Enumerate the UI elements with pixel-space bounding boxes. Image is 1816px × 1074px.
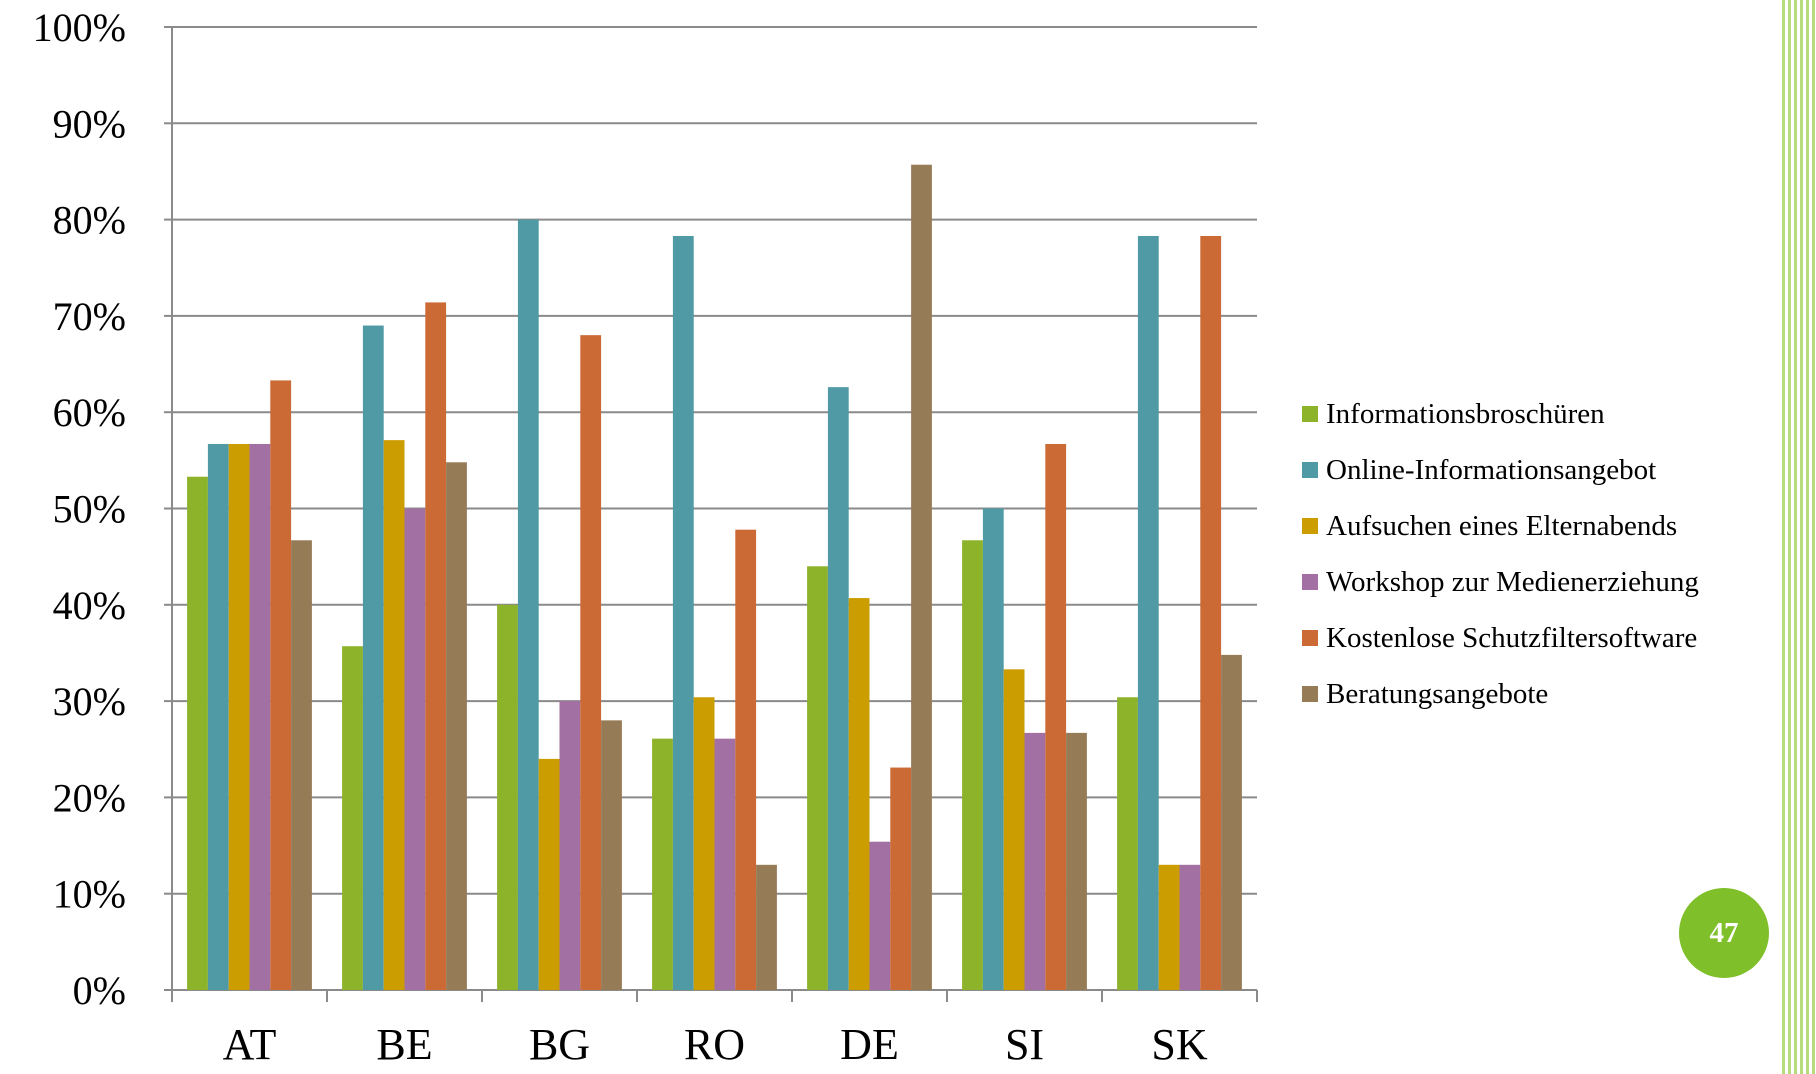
bar <box>538 758 560 990</box>
legend-item: Beratungsangebote <box>1302 666 1699 722</box>
bar <box>1003 669 1025 990</box>
legend-swatch <box>1302 518 1318 534</box>
bar <box>1221 654 1242 990</box>
legend-swatch <box>1302 630 1318 646</box>
bar <box>869 841 891 990</box>
legend-item: Aufsuchen eines Elternabends <box>1302 498 1699 554</box>
bar <box>1200 235 1222 990</box>
bar <box>1024 732 1046 990</box>
bar <box>362 325 384 990</box>
bar <box>735 529 757 990</box>
x-category-label: SI <box>1005 1020 1044 1069</box>
bar <box>827 387 849 990</box>
legend-label: Kostenlose Schutzfiltersoftware <box>1326 621 1698 654</box>
y-tick-label: 100% <box>33 5 126 50</box>
y-tick-label: 70% <box>53 294 126 339</box>
x-category-label: BG <box>529 1020 590 1069</box>
bar <box>187 476 208 990</box>
legend-label: Informationsbroschüren <box>1326 397 1605 430</box>
y-tick-label: 80% <box>53 198 126 243</box>
x-category-label: RO <box>684 1020 745 1069</box>
bar <box>652 738 673 990</box>
bar <box>517 219 539 991</box>
bar <box>1117 697 1138 990</box>
slide-side-stripe <box>1782 0 1816 1074</box>
y-tick-label: 10% <box>53 872 126 917</box>
bar <box>890 767 912 990</box>
bar <box>807 566 828 990</box>
x-category-label: DE <box>840 1020 899 1069</box>
bar <box>848 598 870 990</box>
bar <box>383 440 405 990</box>
legend-label: Aufsuchen eines Elternabends <box>1326 509 1678 542</box>
bar <box>672 235 694 990</box>
legend-swatch <box>1302 462 1318 478</box>
bar <box>270 380 292 990</box>
bar <box>1179 864 1201 990</box>
bar <box>1158 864 1180 990</box>
y-tick-label: 90% <box>53 101 126 146</box>
legend-item: Online-Informationsangebot <box>1302 442 1699 498</box>
bar <box>425 302 447 991</box>
legend-swatch <box>1302 574 1318 590</box>
page-number-badge: 47 <box>1679 888 1769 978</box>
bar <box>228 443 250 990</box>
bar <box>1066 732 1087 990</box>
bar <box>207 443 229 990</box>
bar <box>982 508 1004 990</box>
x-category-label: BE <box>376 1020 432 1069</box>
y-tick-label: 30% <box>53 679 126 724</box>
y-tick-label: 0% <box>73 968 126 1013</box>
page-number: 47 <box>1709 916 1739 949</box>
bar <box>580 335 602 990</box>
y-tick-label: 60% <box>53 390 126 435</box>
bar <box>601 720 622 990</box>
bar <box>756 864 777 990</box>
bar <box>1137 235 1159 990</box>
bar <box>559 701 581 990</box>
legend-item: Workshop zur Medienerziehung <box>1302 554 1699 610</box>
legend-swatch <box>1302 686 1318 702</box>
chart-legend: Informationsbroschüren Online-Information… <box>1302 386 1699 722</box>
bar <box>291 540 312 990</box>
bar <box>446 462 467 990</box>
y-tick-label: 20% <box>53 775 126 820</box>
bar <box>497 604 518 990</box>
legend-label: Online-Informationsangebot <box>1326 453 1657 486</box>
bar <box>714 738 736 990</box>
x-category-label: SK <box>1151 1020 1207 1069</box>
bar <box>249 443 271 990</box>
bar <box>404 508 426 990</box>
y-tick-label: 50% <box>53 487 126 532</box>
legend-item: Kostenlose Schutzfiltersoftware <box>1302 610 1699 666</box>
bar <box>342 646 363 990</box>
legend-item: Informationsbroschüren <box>1302 386 1699 442</box>
x-category-label: AT <box>223 1020 277 1069</box>
bar <box>962 540 983 990</box>
bar <box>693 697 715 990</box>
bar <box>911 164 932 991</box>
bar <box>1045 443 1067 990</box>
legend-label: Beratungsangebote <box>1326 677 1549 710</box>
legend-label: Workshop zur Medienerziehung <box>1326 565 1699 598</box>
legend-swatch <box>1302 406 1318 422</box>
y-tick-label: 40% <box>53 583 126 628</box>
